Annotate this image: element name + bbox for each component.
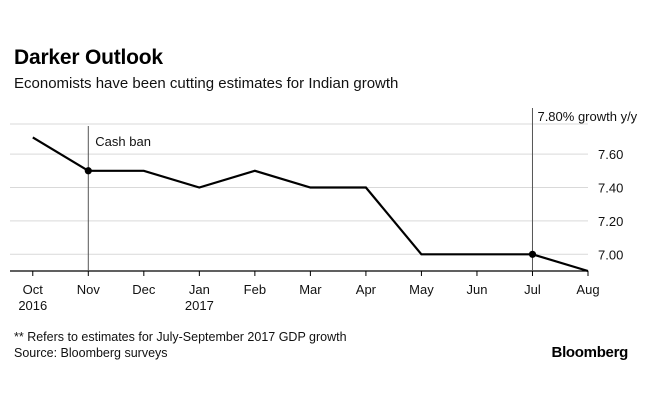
y-tick-label: 7.40	[598, 180, 623, 195]
source-note: Source: Bloomberg surveys	[14, 346, 168, 360]
x-tick-label: Apr	[356, 282, 377, 297]
x-tick-label: Dec	[132, 282, 156, 297]
x-tick-label: Feb	[244, 282, 266, 297]
footnote: ** Refers to estimates for July-Septembe…	[14, 330, 347, 344]
x-tick-label: Mar	[299, 282, 322, 297]
x-tick-sublabel: 2017	[185, 298, 214, 313]
bloomberg-logo: Bloomberg	[551, 344, 629, 361]
x-tick-label: Nov	[77, 282, 101, 297]
chart-subtitle: Economists have been cutting estimates f…	[14, 75, 399, 92]
x-tick-sublabel: 2016	[18, 298, 47, 313]
y-top-label: 7.80% growth y/y	[537, 109, 637, 124]
data-point-marker	[528, 250, 537, 258]
x-tick-label: Jul	[524, 282, 541, 297]
x-tick-label: Oct	[23, 282, 44, 297]
x-tick-label: May	[409, 282, 434, 297]
x-tick-label: Jun	[466, 282, 487, 297]
chart-title: Darker Outlook	[14, 46, 163, 69]
y-tick-label: 7.20	[598, 214, 623, 229]
x-tick-label: Jan	[189, 282, 210, 297]
annotation-label: Cash ban	[95, 134, 151, 149]
data-point-marker	[84, 167, 92, 175]
y-tick-label: 7.00	[598, 247, 623, 262]
x-tick-label: Aug	[576, 282, 599, 297]
series-line	[32, 136, 589, 273]
y-tick-label: 7.60	[598, 147, 623, 162]
